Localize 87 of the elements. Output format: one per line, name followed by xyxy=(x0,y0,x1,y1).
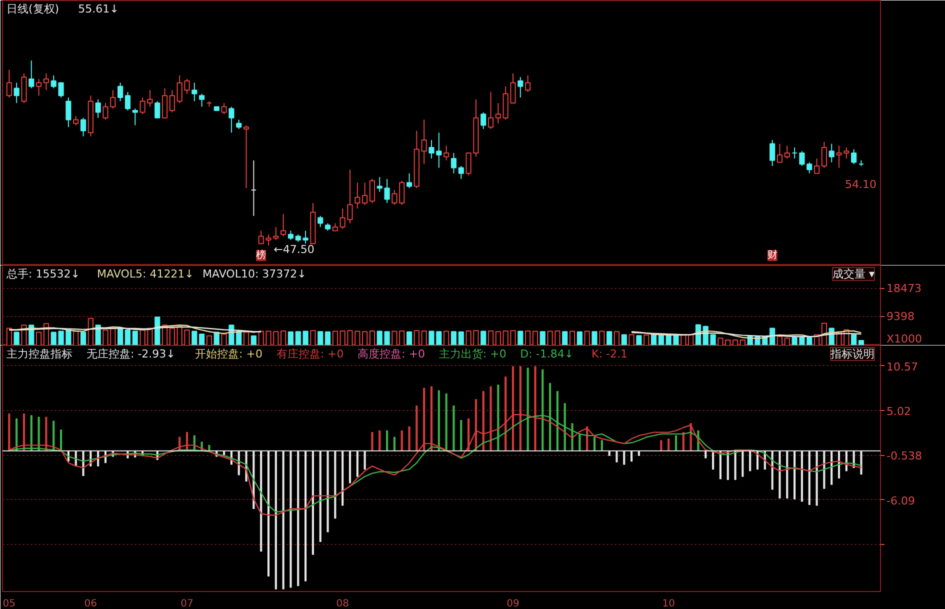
annotation: 54.10 xyxy=(845,178,877,191)
y-tick-label: 5.02 xyxy=(886,404,911,418)
candlestick xyxy=(354,182,360,209)
chart-title: 日线(复权) xyxy=(6,2,60,16)
candlestick xyxy=(36,78,42,96)
legend-label: 开始控盘: +0 xyxy=(195,348,262,360)
candlestick xyxy=(118,82,124,102)
candlestick xyxy=(525,74,531,92)
legend-label: 高度控盘: +0 xyxy=(358,348,426,360)
text: 主力出货: +0 xyxy=(438,348,506,360)
candlestick xyxy=(14,82,20,104)
x-tick-label: 06 xyxy=(84,598,98,609)
annotation: 总手: 15532↓ xyxy=(6,268,80,280)
candlestick xyxy=(836,145,842,168)
candlestick xyxy=(95,98,101,118)
candlestick xyxy=(73,116,79,126)
candlestick xyxy=(444,145,450,161)
candlestick xyxy=(369,178,376,204)
candlestick xyxy=(243,124,250,189)
x-tick-label: 05 xyxy=(2,598,16,609)
candlestick xyxy=(406,172,412,189)
chart-title: 主力控盘指标 xyxy=(6,348,72,360)
candlestick xyxy=(318,215,324,228)
candlestick xyxy=(458,165,464,180)
candlestick xyxy=(192,82,198,102)
annotation: 成交量 ▾ xyxy=(832,268,875,280)
y-tick-label: 9398 xyxy=(886,310,914,323)
candlestick xyxy=(421,119,427,165)
candlestick xyxy=(273,226,279,240)
candlestick xyxy=(814,158,820,174)
text: D: -1.84↓ xyxy=(520,348,574,360)
text: K: -2.1 xyxy=(592,348,628,360)
candlestick xyxy=(288,230,294,240)
candlestick xyxy=(6,69,12,98)
x-tick-label: 09 xyxy=(506,598,520,609)
text: 榜 xyxy=(256,249,266,261)
candlestick xyxy=(399,180,405,206)
candlestick xyxy=(821,141,827,168)
candlestick xyxy=(154,100,160,118)
candlestick xyxy=(851,148,857,165)
text: 55.61↓ xyxy=(78,2,119,16)
candlestick xyxy=(799,150,805,166)
candlestick xyxy=(392,190,398,206)
candlestick xyxy=(518,76,524,98)
y-tick-label: -0.538 xyxy=(886,450,922,463)
candlestick xyxy=(43,72,50,91)
text: MAVOL5: 41221↓ xyxy=(97,268,194,280)
candlestick xyxy=(199,93,205,108)
candlestick xyxy=(132,108,138,126)
text: 无庄控盘: -2.93↓ xyxy=(86,348,176,360)
candlestick xyxy=(784,145,790,160)
text: MAVOL10: 37372↓ xyxy=(202,268,306,280)
candlestick xyxy=(236,119,242,130)
text: 财 xyxy=(767,249,778,261)
text: 有庄控盘: +0 xyxy=(276,348,344,360)
candlestick xyxy=(806,162,812,174)
candlestick xyxy=(221,102,227,115)
x-tick-label: 08 xyxy=(336,598,349,609)
annotation: ←47.50 xyxy=(274,243,314,256)
candlestick xyxy=(250,160,256,216)
candlestick xyxy=(495,102,501,124)
candlestick xyxy=(280,214,286,237)
candlestick xyxy=(488,91,494,130)
candlestick xyxy=(124,91,131,111)
candlestick xyxy=(776,143,783,163)
candlestick xyxy=(228,106,234,134)
candlestick xyxy=(844,146,850,160)
candlestick xyxy=(480,112,486,130)
candlestick xyxy=(450,152,457,174)
candlestick xyxy=(466,152,472,176)
y-tick-label: X1000 xyxy=(886,332,922,346)
x-tick-label: 10 xyxy=(662,598,675,609)
annotation: 指标说明 xyxy=(830,348,874,360)
candlestick xyxy=(66,97,72,128)
candlestick xyxy=(28,60,34,89)
candlestick xyxy=(828,143,834,163)
candlestick xyxy=(792,146,798,160)
candlestick xyxy=(770,140,776,166)
candlestick xyxy=(80,117,86,137)
candlestick xyxy=(206,100,212,108)
y-tick-label: 18473 xyxy=(886,282,922,295)
candlestick xyxy=(169,90,175,113)
candlestick xyxy=(162,88,168,118)
y-tick-label: -6.09 xyxy=(886,494,915,508)
candlestick xyxy=(362,182,368,206)
y-tick-label: 10.57 xyxy=(886,360,918,374)
x-tick-label: 07 xyxy=(180,598,194,609)
